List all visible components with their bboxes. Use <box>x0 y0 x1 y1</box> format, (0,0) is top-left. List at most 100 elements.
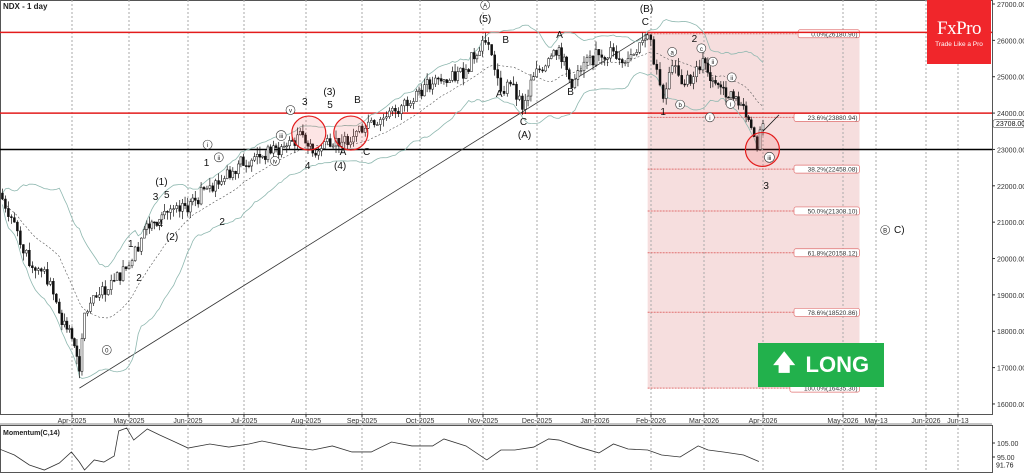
candle <box>612 47 615 52</box>
highlight-circle <box>333 115 369 151</box>
momentum-line <box>0 427 760 471</box>
candle <box>172 208 175 210</box>
wave-label: 2 <box>136 273 142 284</box>
x-tick-label: Nov-2025 <box>468 418 498 425</box>
candle <box>68 328 71 330</box>
candle <box>148 223 151 229</box>
candle <box>239 156 243 165</box>
candle <box>346 136 349 146</box>
wave-label: 5 <box>164 190 170 201</box>
candle <box>496 69 500 79</box>
y-tick-label: 18000.00 <box>997 329 1024 336</box>
wave-label: (3) <box>323 87 335 98</box>
wave-label: (A) <box>518 130 531 141</box>
candle <box>258 153 262 158</box>
candle <box>266 146 270 160</box>
y-tick-label: 21000.00 <box>997 220 1024 227</box>
wave-label: (5) <box>479 14 491 25</box>
candle <box>89 302 92 312</box>
wave-label: C) <box>894 225 905 236</box>
candle <box>214 180 217 192</box>
y-tick-label: 19000.00 <box>997 293 1024 300</box>
candle <box>301 131 305 136</box>
candle <box>343 136 347 143</box>
x-tick-label: May-2025 <box>113 418 144 425</box>
candle <box>166 211 169 213</box>
highlight-circle <box>291 115 327 151</box>
x-tick-label: May-2026 <box>827 418 858 425</box>
candle <box>31 265 34 268</box>
candle <box>742 103 745 107</box>
candle <box>109 279 113 290</box>
candle <box>481 40 484 52</box>
candle <box>758 129 762 150</box>
candle <box>306 142 310 147</box>
candle <box>518 95 521 100</box>
candle <box>358 125 361 132</box>
candle <box>379 119 382 125</box>
candle <box>280 146 283 156</box>
candle <box>562 56 566 63</box>
candle <box>526 95 530 101</box>
candle <box>415 91 418 102</box>
candle <box>355 131 358 137</box>
candle <box>158 219 161 226</box>
candle <box>547 58 550 67</box>
candle <box>674 65 677 67</box>
candle <box>582 61 586 71</box>
candle <box>118 272 122 281</box>
candle <box>25 249 28 254</box>
momentum-y-tick-label: 95.00 <box>997 455 1015 462</box>
candle <box>755 136 759 150</box>
candle <box>515 83 518 100</box>
candle <box>298 131 302 136</box>
candle <box>274 145 278 148</box>
candle <box>734 96 738 99</box>
candle <box>512 83 515 86</box>
candle <box>406 99 409 107</box>
candle <box>434 77 437 85</box>
candle <box>247 165 251 168</box>
candle <box>606 57 609 60</box>
candle <box>409 103 412 107</box>
candle <box>744 105 748 118</box>
wave-label: C <box>363 147 370 158</box>
candle <box>623 62 627 64</box>
candle <box>388 110 391 117</box>
candle <box>502 91 506 94</box>
candle <box>632 54 636 56</box>
candle <box>451 71 454 81</box>
candle <box>340 141 344 147</box>
candle <box>423 84 426 97</box>
candle <box>618 58 621 60</box>
candle <box>181 203 184 212</box>
wave-label: b <box>678 103 682 109</box>
wave-label: 4 <box>157 219 163 230</box>
momentum-last-value: 91.76 <box>996 463 1014 470</box>
candle <box>544 65 547 72</box>
candle <box>722 86 725 89</box>
candle <box>704 58 707 64</box>
x-tick-label: Feb-2026 <box>636 418 666 425</box>
candle <box>541 69 544 72</box>
y-tick-label: 27000.00 <box>997 2 1024 9</box>
candle <box>698 66 702 71</box>
candle <box>16 221 19 232</box>
candle <box>552 50 556 57</box>
candle <box>309 143 312 147</box>
wave-label-circle <box>705 112 715 123</box>
candle <box>253 156 256 161</box>
candle <box>716 83 720 86</box>
candle <box>567 69 571 80</box>
wave-label: 3 <box>153 192 159 203</box>
candle <box>183 203 187 206</box>
candle <box>49 281 52 285</box>
candle <box>459 67 462 72</box>
candle <box>317 150 320 156</box>
candle <box>565 56 568 70</box>
candle <box>143 229 146 239</box>
bollinger-lower-band <box>2 72 764 379</box>
wave-label: a <box>671 50 675 56</box>
wave-label: (B) <box>640 4 653 15</box>
